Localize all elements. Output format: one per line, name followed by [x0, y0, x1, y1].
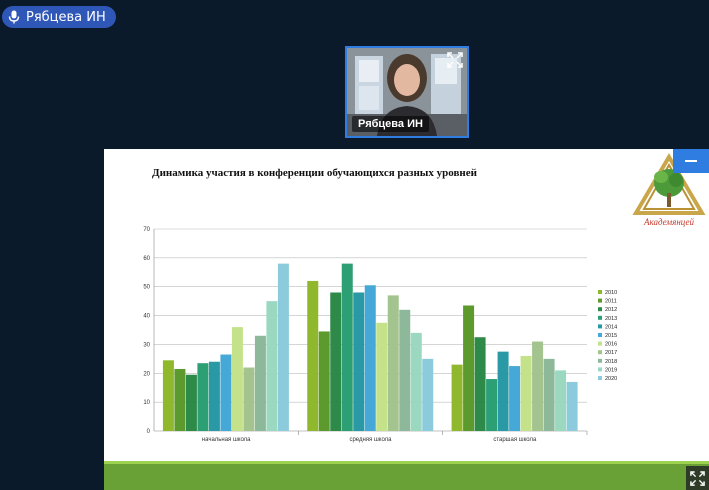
bar	[376, 322, 388, 431]
bar	[422, 358, 434, 431]
bar	[277, 263, 289, 431]
active-speaker-badge: Рябцева ИН	[2, 6, 116, 28]
legend-label: 2010	[605, 290, 617, 296]
legend-label: 2013	[605, 316, 617, 322]
microphone-icon	[8, 10, 20, 24]
bar	[254, 335, 266, 431]
bar	[266, 301, 278, 431]
bar	[486, 379, 498, 431]
minimize-button[interactable]	[673, 149, 709, 173]
slide-footer-accent	[104, 461, 709, 464]
legend-label: 2014	[605, 324, 617, 330]
bar	[399, 309, 411, 431]
x-tick-label: начальная школа	[202, 437, 251, 443]
bar	[318, 331, 330, 431]
bar	[330, 292, 342, 431]
y-tick-label: 10	[143, 400, 150, 406]
legend-swatch	[598, 307, 602, 312]
legend-label: 2018	[605, 359, 617, 365]
bar	[463, 305, 475, 431]
y-tick-label: 40	[143, 314, 150, 320]
participant-video	[347, 48, 467, 136]
bar	[509, 366, 521, 431]
bar-chart: 0 10 20 30 40 50 60 70 начальная школа средняя шк…	[143, 227, 617, 443]
y-tick-label: 30	[143, 342, 150, 348]
bar	[543, 358, 555, 431]
participant-name-label: Рябцева ИН	[352, 116, 429, 132]
expand-button[interactable]	[686, 466, 709, 490]
speaker-name: Рябцева ИН	[26, 9, 106, 25]
participant-video-tile[interactable]: Рябцева ИН	[345, 46, 469, 138]
y-tick-label: 20	[143, 371, 150, 377]
legend-swatch	[598, 324, 602, 329]
bar	[162, 360, 174, 431]
logo-text: Академянцей	[643, 217, 695, 227]
shared-presentation-slide: Динамика участия в конференции обучающих…	[104, 149, 709, 490]
legend-swatch	[598, 341, 602, 346]
bar	[520, 355, 532, 431]
bar	[555, 370, 567, 431]
legend-label: 2020	[605, 376, 617, 382]
bar	[532, 341, 544, 431]
legend-label: 2019	[605, 367, 617, 373]
legend-swatch	[598, 298, 602, 303]
bar	[474, 337, 486, 431]
bar	[497, 351, 509, 431]
academy-logo: Академянцей	[632, 153, 706, 227]
legend-swatch	[598, 367, 602, 372]
bar	[243, 367, 255, 431]
x-tick-label: средняя школа	[349, 437, 392, 443]
y-tick-label: 50	[143, 285, 150, 291]
legend-swatch	[598, 315, 602, 320]
y-tick-label: 60	[143, 256, 150, 262]
bar	[174, 368, 186, 431]
legend-label: 2017	[605, 350, 617, 356]
bar	[353, 292, 365, 431]
legend-swatch	[598, 350, 602, 355]
slide-footer-bar	[104, 464, 709, 490]
bar	[208, 361, 220, 431]
x-tick-label: старшая школа	[493, 437, 537, 443]
y-tick-label: 70	[143, 227, 150, 233]
bar	[197, 363, 209, 431]
legend-label: 2011	[605, 299, 617, 305]
bar	[231, 327, 243, 431]
bar	[364, 285, 376, 431]
legend-swatch	[598, 376, 602, 380]
legend-label: 2012	[605, 307, 617, 313]
minimize-icon	[685, 160, 697, 162]
bar	[566, 381, 578, 431]
slide-title: Динамика участия в конференции обучающих…	[152, 167, 477, 179]
bar	[307, 280, 319, 431]
bar	[387, 295, 399, 431]
bar	[185, 374, 197, 431]
bar	[451, 364, 463, 431]
bar	[410, 332, 422, 431]
legend-label: 2016	[605, 342, 617, 348]
legend-label: 2015	[605, 333, 617, 339]
legend-swatch	[598, 333, 602, 337]
expand-icon	[690, 470, 705, 486]
bar	[341, 263, 353, 431]
legend-swatch	[598, 358, 602, 363]
bar	[220, 354, 232, 431]
fullscreen-icon[interactable]	[447, 52, 463, 73]
legend-swatch	[598, 290, 602, 294]
y-tick-label: 0	[147, 429, 151, 435]
